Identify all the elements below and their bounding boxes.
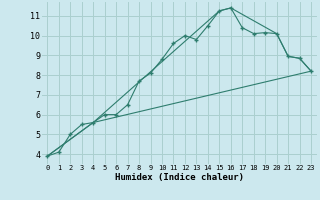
X-axis label: Humidex (Indice chaleur): Humidex (Indice chaleur) [115, 173, 244, 182]
